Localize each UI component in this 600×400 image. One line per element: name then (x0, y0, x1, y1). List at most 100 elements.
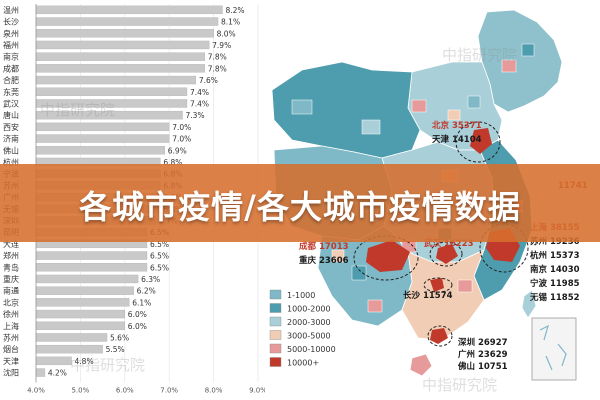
map-cell (367, 299, 383, 313)
category-label: 佛山 (3, 145, 19, 155)
bar (35, 368, 46, 377)
value-label: 7.6% (199, 76, 218, 85)
category-label: 武汉 (3, 98, 19, 108)
value-label: 8.2% (225, 6, 244, 15)
bar (35, 122, 170, 132)
map-cell (457, 279, 473, 293)
city-label: 成都 17013 (299, 241, 349, 252)
category-label: 徐州 (3, 309, 19, 319)
city-label: 天津 14104 (432, 134, 482, 145)
highlight-circle-guangzhou (427, 325, 453, 347)
category-label: 东莞 (3, 87, 19, 97)
category-label: 青岛 (3, 262, 19, 272)
bar (35, 286, 134, 295)
map-region-northwest (271, 61, 421, 159)
category-label: 成都 (3, 63, 19, 73)
legend-swatch (269, 343, 282, 354)
city-label: 长沙 11574 (403, 290, 453, 301)
map-legend: 1-1000 1000-2000 2000-3000 3000-5000 5000-10… (269, 289, 336, 368)
bar (35, 29, 214, 38)
map-island-hainan (409, 353, 433, 377)
map-cell (447, 109, 461, 121)
map-cell (521, 43, 535, 57)
legend-swatch (269, 330, 282, 340)
category-label: 沈阳 (3, 368, 19, 378)
category-label: 长沙 (3, 17, 19, 27)
map-region-south (401, 249, 485, 341)
category-label: 合肥 (3, 75, 19, 85)
title-banner (0, 164, 600, 242)
category-label: 杭州 (3, 157, 19, 167)
value-label: 6.3% (141, 275, 160, 284)
map-cell (361, 119, 381, 135)
category-label: 济南 (3, 134, 19, 144)
legend-label: 5000-10000 (287, 345, 336, 354)
value-label: 5.5% (106, 345, 125, 354)
city-label: 广州 23629 (458, 349, 508, 360)
category-label: 南京 (3, 52, 19, 62)
bar (35, 64, 205, 73)
city-label: 深圳 26927 (458, 337, 508, 348)
bar (35, 87, 188, 96)
bar (35, 344, 103, 354)
value-label: 6.2% (137, 287, 156, 296)
hotspot-wuhan (436, 244, 458, 264)
legend-label: 1-1000 (287, 291, 315, 300)
category-label: 重庆 (3, 274, 19, 284)
value-label: 6.1% (132, 298, 151, 307)
value-label: 6.5% (150, 240, 169, 249)
bar (35, 17, 219, 26)
city-label: 重庆 23606 (299, 255, 349, 266)
value-label: 7.4% (190, 88, 209, 97)
highlight-circle-beijing (455, 121, 501, 163)
bar (35, 333, 108, 342)
highlight-circle-changsha (423, 277, 453, 293)
city-label: 北京 35371 (432, 120, 482, 131)
value-label: 7.9% (212, 41, 231, 50)
legend-label: 3000-5000 (287, 332, 331, 341)
category-label: 西安 (3, 122, 19, 132)
highlight-circle-wuhan (429, 241, 463, 267)
value-label: 7.0% (172, 123, 191, 132)
legend-swatch (269, 289, 282, 300)
city-label: 无锡 11852 (529, 292, 580, 303)
bar (35, 52, 205, 61)
category-label: 泉州 (3, 28, 19, 38)
city-label: 杭州 15373 (530, 250, 580, 261)
bar (35, 134, 170, 143)
bar (35, 75, 197, 85)
category-label: 苏州 (3, 332, 19, 342)
value-label: 6.5% (150, 263, 169, 272)
inset-islands (539, 324, 567, 371)
value-label: 6.5% (150, 252, 169, 261)
map-cell (501, 59, 517, 73)
category-label: 温州 (3, 6, 19, 15)
legend-swatch (269, 316, 282, 327)
bar (35, 5, 223, 15)
hotspot-changsha (430, 278, 444, 292)
value-label: 4.8% (75, 357, 94, 366)
map-cell (351, 265, 367, 281)
category-label: 郑州 (3, 251, 19, 261)
legend-label: 1000-2000 (287, 305, 331, 314)
value-label: 6.9% (168, 146, 187, 155)
hotspot-pearl-delta (430, 328, 448, 344)
watermark-text: 中指研究院 (422, 376, 497, 394)
value-label: 5.6% (110, 333, 129, 342)
legend-label: 2000-3000 (287, 318, 331, 327)
x-tick-label: 5.0% (72, 386, 90, 394)
value-label: 6.0% (128, 310, 147, 319)
x-tick-label: 9.0% (249, 386, 265, 394)
value-label: 7.0% (172, 135, 191, 144)
category-label: 南通 (3, 286, 19, 296)
bar (35, 274, 139, 284)
value-label: 8.0% (217, 29, 236, 38)
x-tick-label: 6.0% (116, 386, 134, 394)
south-china-sea-inset (531, 317, 577, 381)
value-label: 8.1% (221, 18, 240, 27)
value-label: 7.4% (190, 99, 209, 108)
category-label: 上海 (3, 321, 19, 331)
legend-swatch (269, 303, 282, 313)
value-label: 7.8% (208, 64, 227, 73)
map-cell (331, 249, 345, 263)
